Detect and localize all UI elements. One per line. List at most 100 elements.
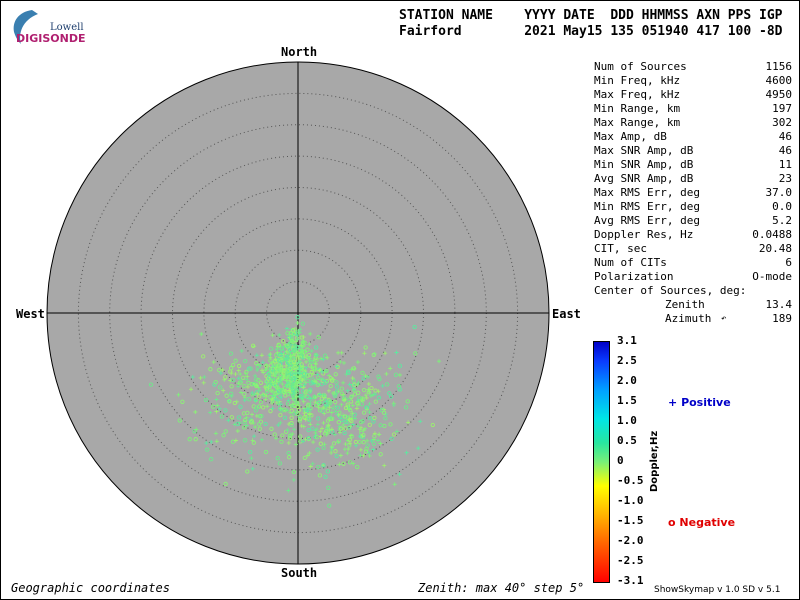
source-point <box>274 352 279 358</box>
source-point <box>250 412 254 417</box>
source-point <box>297 416 303 422</box>
source-point <box>289 422 294 428</box>
source-point <box>379 408 384 413</box>
source-point <box>284 349 289 354</box>
source-point <box>209 457 214 462</box>
source-point <box>353 416 357 421</box>
source-point <box>295 395 299 399</box>
source-point <box>334 384 340 389</box>
source-point <box>342 414 348 419</box>
source-point <box>286 384 291 389</box>
source-point <box>242 425 247 430</box>
source-point <box>322 353 328 358</box>
source-point <box>278 380 283 385</box>
source-point <box>231 362 236 368</box>
source-point <box>288 334 293 339</box>
source-point <box>300 364 305 369</box>
source-point <box>283 343 288 348</box>
stat-label: Min Range, km <box>594 102 681 115</box>
source-point <box>302 455 307 461</box>
source-point <box>323 474 328 480</box>
source-point <box>351 461 356 466</box>
source-point <box>258 380 264 385</box>
source-point <box>301 371 307 376</box>
source-point <box>244 415 249 420</box>
source-point <box>293 442 298 447</box>
source-point <box>324 368 329 374</box>
source-point <box>276 389 282 394</box>
stat-row: Max Amp, dB 46 <box>594 130 792 144</box>
source-point <box>309 397 314 402</box>
source-point <box>287 359 292 364</box>
source-point <box>303 394 308 399</box>
source-point <box>333 449 338 454</box>
azimuth-row: Azimuth ↶ 189 <box>594 312 792 326</box>
source-point <box>361 440 366 445</box>
source-point <box>272 359 278 364</box>
south-label: South <box>281 566 318 580</box>
source-point <box>246 397 252 402</box>
source-point <box>275 373 280 378</box>
source-point <box>286 440 291 445</box>
source-point <box>180 399 185 404</box>
source-point <box>248 366 253 371</box>
source-point <box>343 442 348 447</box>
source-point <box>391 403 396 408</box>
source-point <box>246 366 252 371</box>
source-point <box>300 378 305 382</box>
source-point <box>325 408 330 414</box>
source-point <box>211 360 216 365</box>
source-point <box>217 406 222 411</box>
source-point <box>229 371 234 376</box>
source-point <box>230 439 236 444</box>
source-point <box>361 428 366 432</box>
source-point <box>342 447 347 452</box>
source-point <box>215 403 220 408</box>
source-point <box>275 456 280 461</box>
source-point <box>348 433 353 438</box>
stat-label: Avg RMS Err, deg <box>594 214 700 227</box>
source-point <box>388 394 394 399</box>
source-point <box>299 394 304 399</box>
source-point <box>239 348 244 353</box>
source-point <box>291 477 296 482</box>
source-point <box>382 463 387 468</box>
source-point <box>230 377 236 383</box>
stat-row: Avg RMS Err, deg 5.2 <box>594 214 792 228</box>
stat-row: Max SNR Amp, dB 46 <box>594 144 792 158</box>
source-point <box>355 360 360 365</box>
stat-row: Avg SNR Amp, dB 23 <box>594 172 792 186</box>
source-point <box>292 361 296 366</box>
source-point <box>297 348 302 353</box>
source-point <box>339 391 345 396</box>
source-point <box>312 381 317 386</box>
source-point <box>339 417 344 423</box>
source-point <box>356 380 361 385</box>
source-point <box>239 390 244 395</box>
source-point <box>294 389 299 394</box>
source-point <box>190 375 195 380</box>
source-point <box>257 422 262 427</box>
stat-row: Num of CITs 6 <box>594 256 792 270</box>
source-point <box>235 421 240 427</box>
source-point <box>412 324 417 330</box>
source-point <box>372 431 377 436</box>
stat-value: 0.0488 <box>752 228 792 241</box>
source-point <box>305 406 310 411</box>
source-point <box>253 408 258 413</box>
source-point <box>285 428 290 433</box>
source-point <box>284 355 290 360</box>
negative-symbol: o <box>668 516 676 529</box>
colorbar-tick: 1.0 <box>617 414 637 427</box>
source-point <box>328 383 333 389</box>
source-point <box>357 395 362 400</box>
source-point <box>204 447 210 452</box>
source-point <box>319 396 324 401</box>
source-point <box>366 374 370 379</box>
source-point <box>312 379 317 384</box>
source-point <box>254 383 259 389</box>
stat-value: O-mode <box>752 270 792 283</box>
source-point <box>229 394 234 399</box>
source-point <box>301 344 306 348</box>
source-point <box>403 405 409 410</box>
